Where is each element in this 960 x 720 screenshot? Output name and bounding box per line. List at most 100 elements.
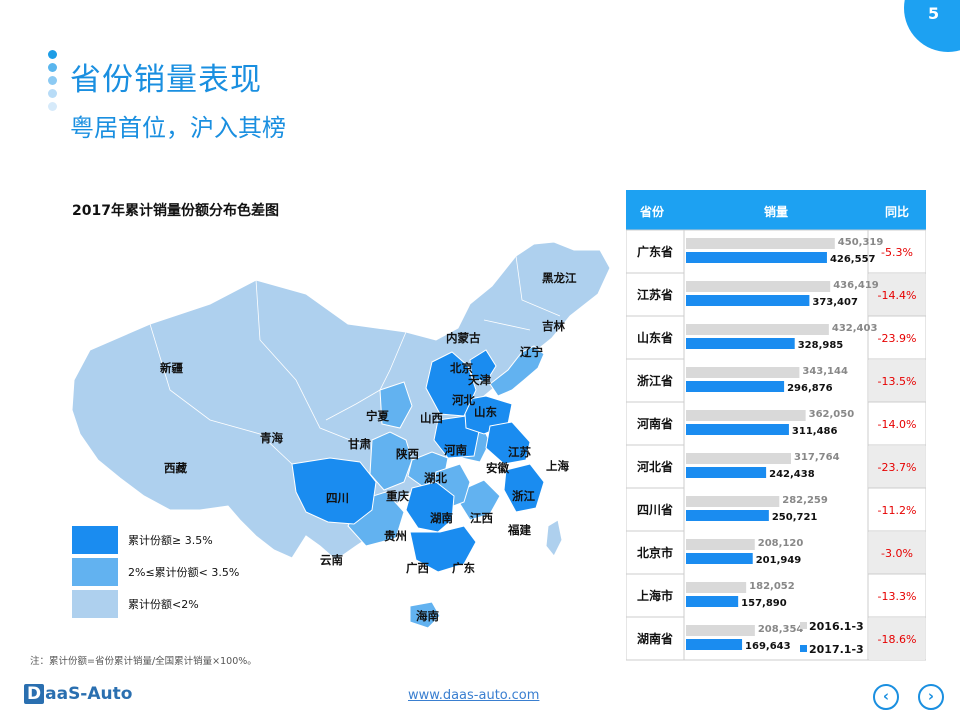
yoy-value: -5.3% [881, 246, 913, 259]
province-name: 广东省 [637, 244, 673, 259]
logo-text: aaS-Auto [45, 684, 133, 704]
province-name: 河南省 [636, 416, 673, 431]
province-label: 北京 [450, 361, 473, 375]
province-label: 天津 [468, 373, 491, 387]
legend-swatch-mid [72, 558, 118, 586]
province-label: 安徽 [486, 461, 509, 475]
value-label-2017: 250,721 [772, 512, 818, 523]
value-label-2016: 432,403 [832, 323, 878, 334]
legend-label-2016: 2016.1-3 [809, 620, 864, 633]
yoy-value: -13.5% [878, 375, 917, 388]
province-label: 山西 [420, 411, 443, 425]
bar-2017 [686, 424, 789, 435]
value-label-2016: 436,419 [833, 280, 879, 291]
value-label-2017: 157,890 [741, 598, 787, 609]
bar-2017 [686, 252, 827, 263]
header-province: 省份 [639, 204, 665, 219]
value-label-2017: 242,438 [769, 469, 815, 480]
province-label: 吉林 [542, 319, 565, 333]
province-label: 重庆 [386, 489, 409, 503]
yoy-value: -14.4% [878, 289, 917, 302]
map-high-share-region [485, 421, 531, 465]
province-name: 江苏省 [637, 287, 673, 302]
value-label-2017: 328,985 [798, 340, 844, 351]
province-sales-table: 省份 销量 同比 广东省 450,319 426,557 -5.3% 江苏省 436,41… [626, 190, 926, 661]
legend-item-high: 累计份额≥ 3.5% [72, 526, 239, 554]
yoy-value: -11.2% [878, 504, 917, 517]
chevron-left-icon[interactable]: ‹ [873, 684, 899, 710]
value-label-2016: 182,052 [749, 581, 795, 592]
map-mid-share-region [379, 381, 413, 429]
legend-swatch-low [72, 590, 118, 618]
legend-label: 2%≤累计份额< 3.5% [128, 566, 240, 579]
bar-2016 [686, 281, 831, 292]
province-label: 宁夏 [366, 409, 389, 423]
yoy-cell-bg [869, 274, 925, 316]
page-number-badge: 5 [904, 0, 960, 52]
china-share-map: 黑龙江 吉林 辽宁 内蒙古 新疆 西藏 青海 甘肃 宁夏 北京 天津 河北 山西… [71, 241, 611, 629]
legend-label-2017: 2017.1-3 [809, 643, 864, 656]
value-label-2017: 373,407 [812, 297, 858, 308]
province-name: 四川省 [637, 502, 673, 517]
value-label-2017: 296,876 [787, 383, 833, 394]
bar-2017 [686, 338, 795, 349]
province-name: 北京市 [637, 545, 673, 560]
bar-2017 [686, 381, 785, 392]
legend-swatch-high [72, 526, 118, 554]
province-label: 上海 [546, 459, 569, 473]
province-label: 黑龙江 [542, 271, 577, 285]
province-label: 广西 [406, 561, 429, 575]
province-label: 贵州 [384, 529, 407, 543]
legend-item-mid: 2%≤累计份额< 3.5% [72, 558, 239, 586]
province-label: 西藏 [164, 461, 187, 475]
title-dots-decoration [48, 50, 57, 115]
yoy-value: -23.7% [878, 461, 917, 474]
bar-2017 [686, 639, 743, 650]
value-label-2016: 208,120 [758, 538, 804, 549]
legend-label: 累计份额<2% [128, 598, 199, 611]
legend-label: 累计份额≥ 3.5% [128, 534, 213, 547]
value-label-2016: 343,144 [802, 366, 848, 377]
province-label: 青海 [260, 431, 283, 445]
province-label: 浙江 [512, 489, 535, 503]
province-label: 湖南 [430, 511, 453, 525]
yoy-value: -14.0% [878, 418, 917, 431]
legend-swatch-2016 [800, 622, 807, 629]
province-name: 浙江省 [637, 373, 673, 388]
bar-2016 [686, 453, 792, 464]
bar-2017 [686, 510, 769, 521]
bar-2016 [686, 625, 755, 636]
province-name: 山东省 [637, 330, 673, 345]
province-label: 河北 [452, 393, 475, 407]
province-label: 江苏 [508, 445, 531, 459]
map-high-share-region [425, 351, 477, 417]
website-link[interactable]: www.daas-auto.com [408, 688, 540, 703]
map-legend: 累计份额≥ 3.5% 2%≤累计份额< 3.5% 累计份额<2% [72, 526, 239, 622]
yoy-value: -3.0% [881, 547, 913, 560]
value-label-2016: 450,319 [838, 237, 884, 248]
legend-swatch-2017 [800, 645, 807, 652]
sales-column-frame [683, 229, 869, 661]
map-mid-share-region [489, 345, 545, 397]
province-label: 陕西 [396, 447, 419, 461]
page-title: 省份销量表现 [70, 62, 262, 98]
bar-2017 [686, 596, 739, 607]
header-yoy: 同比 [885, 204, 909, 219]
yoy-value: -23.9% [878, 332, 917, 345]
province-label: 河南 [444, 443, 467, 457]
page-subtitle: 粤居首位，沪入其榜 [70, 114, 286, 142]
value-label-2017: 201,949 [756, 555, 802, 566]
province-label: 四川 [326, 491, 349, 505]
bar-2016 [686, 539, 755, 550]
province-name: 河北省 [636, 459, 673, 474]
map-high-share-region [405, 481, 455, 533]
chevron-right-icon[interactable]: › [918, 684, 944, 710]
bar-2016 [686, 582, 747, 593]
yoy-cell-bg [869, 618, 925, 660]
bar-2016 [686, 367, 800, 378]
value-label-2017: 169,643 [745, 641, 791, 652]
map-high-share-region [469, 349, 497, 383]
map-title: 2017年累计销量份额分布色差图 [72, 203, 279, 219]
province-name: 湖南省 [637, 631, 673, 646]
footnote: 注：累计份额=省份累计销量/全国累计销量×100%。 [30, 656, 257, 667]
